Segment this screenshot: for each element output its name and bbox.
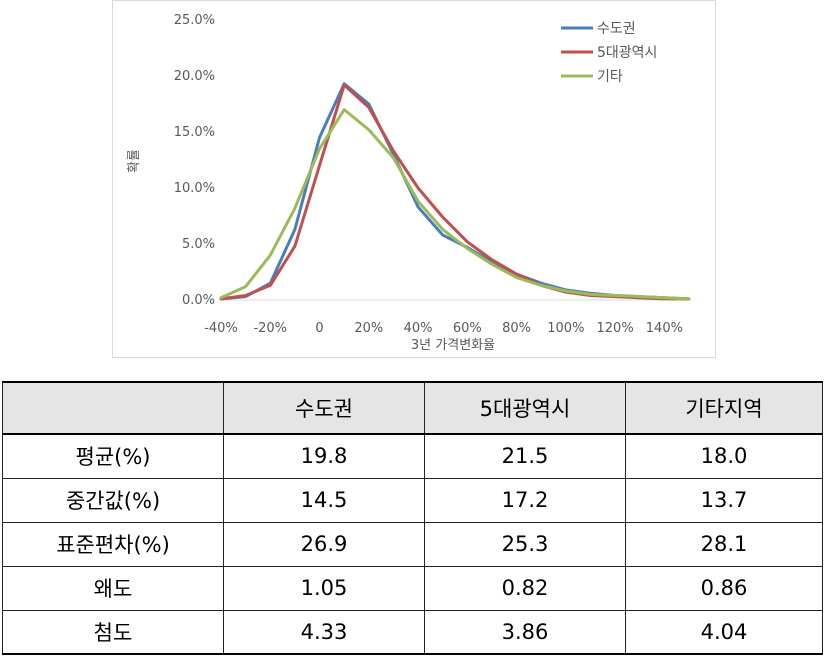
x-tick-label: 20% — [354, 321, 383, 336]
x-tick-label: -40% — [204, 321, 238, 336]
y-tick-label: 10.0% — [174, 181, 215, 196]
series-line-1 — [219, 83, 691, 301]
y-tick-label: 0.0% — [182, 293, 215, 308]
x-tick-label: 40% — [404, 321, 433, 336]
y-tick-label: 25.0% — [174, 13, 215, 28]
table-row: 평균(%) 19.8 21.5 18.0 — [2, 433, 823, 479]
table-cell: 1.05 — [223, 565, 425, 611]
row-label-skewness: 왜도 — [2, 565, 224, 611]
y-tick-label: 15.0% — [174, 125, 215, 140]
row-label-stddev: 표준편차(%) — [2, 521, 224, 567]
series-line-2 — [219, 108, 691, 301]
legend-label-1: 5대광역시 — [597, 45, 657, 61]
x-tick-label: 100% — [547, 321, 584, 336]
table-cell: 13.7 — [625, 477, 823, 523]
table-cell: 14.5 — [223, 477, 425, 523]
x-tick-label: 0 — [315, 321, 323, 336]
header-cell-other: 기타지역 — [625, 381, 823, 435]
table-cell: 0.86 — [625, 565, 823, 611]
statistics-table: 수도권 5대광역시 기타지역 평균(%) 19.8 21.5 18.0 중간값(… — [2, 381, 823, 655]
table-header-row: 수도권 5대광역시 기타지역 — [2, 381, 823, 435]
table-row: 표준편차(%) 26.9 25.3 28.1 — [2, 521, 823, 567]
header-cell-blank — [2, 381, 224, 435]
table-cell: 19.8 — [223, 433, 425, 479]
table-cell: 3.86 — [424, 609, 626, 655]
header-cell-capital: 수도권 — [223, 381, 425, 435]
header-cell-metro: 5대광역시 — [424, 381, 626, 435]
table-cell: 0.82 — [424, 565, 626, 611]
x-tick-label: 60% — [453, 321, 482, 336]
table-row: 왜도 1.05 0.82 0.86 — [2, 565, 823, 611]
table-cell: 4.33 — [223, 609, 425, 655]
x-tick-label: 140% — [646, 321, 683, 336]
table-cell: 4.04 — [625, 609, 823, 655]
table-cell: 21.5 — [424, 433, 626, 479]
distribution-line-chart: 0.0% 5.0% 10.0% 15.0% 20.0% 25.0% -40% -20% 0 20%… — [127, 13, 691, 353]
x-tick-label: 120% — [597, 321, 634, 336]
x-tick-label: -20% — [253, 321, 287, 336]
row-label-median: 중간값(%) — [2, 477, 224, 523]
row-label-kurtosis: 첨도 — [2, 609, 224, 655]
table-cell: 18.0 — [625, 433, 823, 479]
table-cell: 17.2 — [424, 477, 626, 523]
table-cell: 26.9 — [223, 521, 425, 567]
legend-label-2: 기타 — [597, 69, 623, 85]
y-axis-title: 확률 — [127, 149, 142, 173]
series-line-0 — [219, 82, 691, 301]
row-label-mean: 평균(%) — [2, 433, 224, 479]
table-cell: 28.1 — [625, 521, 823, 567]
chart-area: 0.0% 5.0% 10.0% 15.0% 20.0% 25.0% -40% -20% 0 20%… — [112, 0, 716, 358]
table-cell: 25.3 — [424, 521, 626, 567]
y-tick-label: 5.0% — [182, 237, 215, 252]
y-tick-label: 20.0% — [174, 69, 215, 84]
legend-label-0: 수도권 — [597, 21, 636, 37]
x-tick-label: 80% — [502, 321, 531, 336]
table-row: 첨도 4.33 3.86 4.04 — [2, 609, 823, 655]
x-axis-title: 3년 가격변화율 — [411, 338, 495, 353]
table-row: 중간값(%) 14.5 17.2 13.7 — [2, 477, 823, 523]
